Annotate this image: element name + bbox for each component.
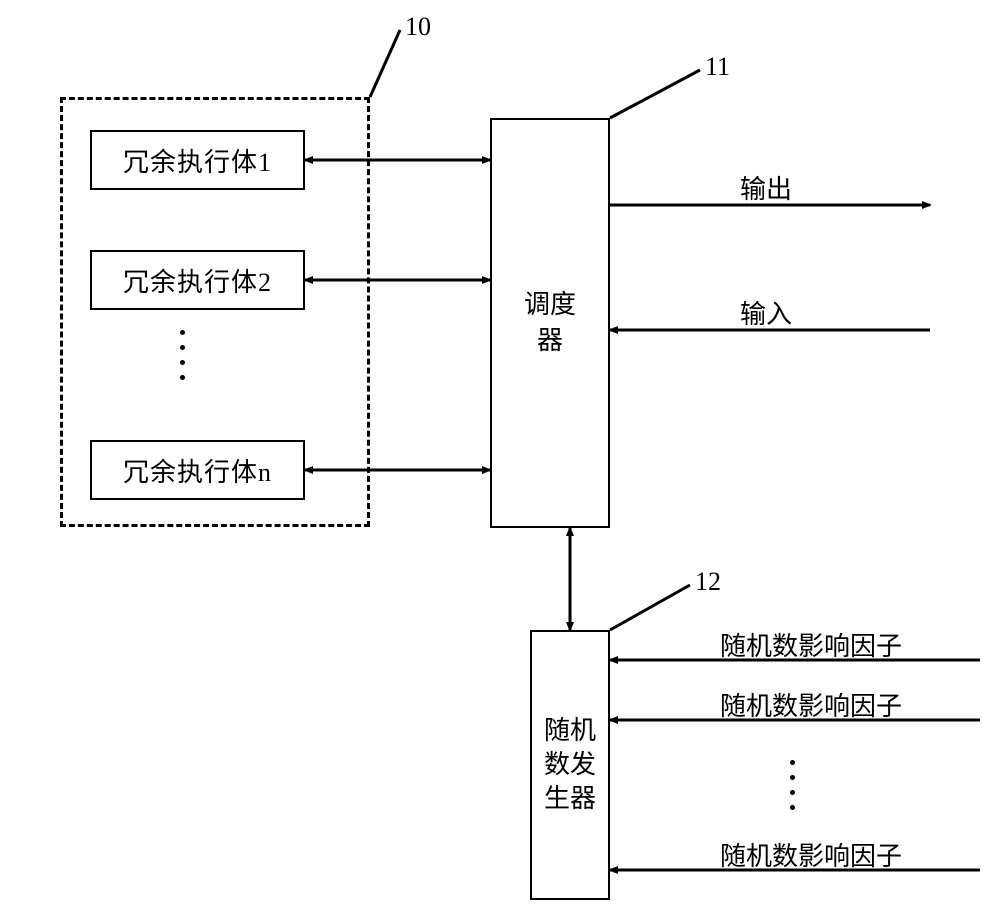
executor-label: 冗余执行体1 xyxy=(123,142,272,179)
rng-ref-number: 12 xyxy=(695,567,721,597)
executor-box-1: 冗余执行体1 xyxy=(90,130,305,190)
executor-box-2: 冗余执行体2 xyxy=(90,250,305,310)
random-factor-label-2: 随机数影响因子 xyxy=(720,686,902,723)
input-label: 输入 xyxy=(740,294,792,331)
scheduler-label-line: 器 xyxy=(524,323,576,359)
executor-label: 冗余执行体n xyxy=(123,452,272,489)
executor-ellipsis xyxy=(180,330,185,380)
scheduler-label-line: 调度 xyxy=(524,287,576,323)
scheduler-box: 调度器 xyxy=(490,118,610,528)
pool-ref-number: 10 xyxy=(405,12,431,42)
output-label: 输出 xyxy=(740,169,792,206)
executor-box-3: 冗余执行体n xyxy=(90,440,305,500)
scheduler-ref-number: 11 xyxy=(705,52,730,82)
rng-label-line: 生器 xyxy=(544,782,596,816)
random-factor-label-3: 随机数影响因子 xyxy=(720,836,902,873)
factor-ellipsis xyxy=(790,760,795,810)
rng-label-line: 随机 xyxy=(544,714,596,748)
random-factor-label-1: 随机数影响因子 xyxy=(720,626,902,663)
executor-label: 冗余执行体2 xyxy=(123,262,272,299)
diagram-canvas: 冗余执行体1 冗余执行体2 冗余执行体n 调度器随机数发生器 10 11 12 输出输入随机数… xyxy=(0,0,1000,919)
rng-label-line: 数发 xyxy=(544,748,596,782)
rng-box: 随机数发生器 xyxy=(530,630,610,900)
